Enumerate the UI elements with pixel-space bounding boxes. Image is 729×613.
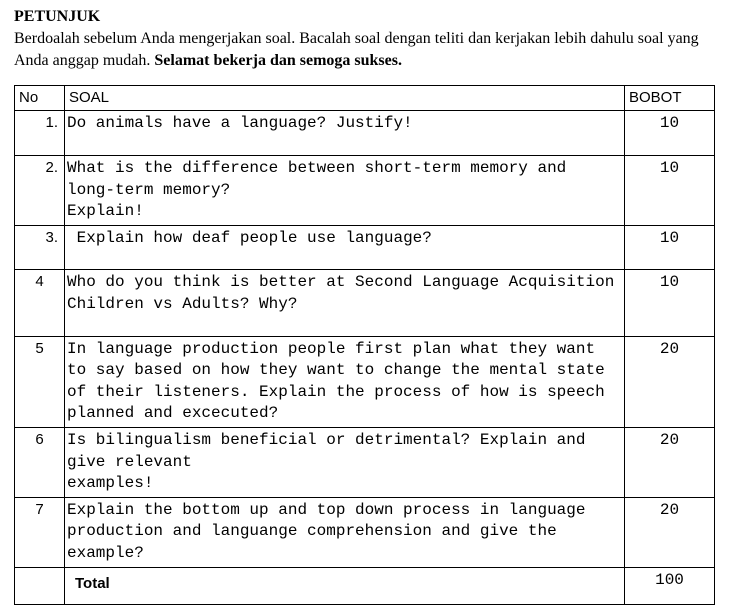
row-no: 2. [15, 156, 65, 226]
col-header-soal: SOAL [65, 86, 625, 111]
row-soal: Explain the bottom up and top down proce… [65, 497, 625, 567]
table-row: 2.What is the difference between short-t… [15, 156, 715, 226]
heading-petunjuk: PETUNJUK [14, 8, 715, 26]
row-no: 3. [15, 225, 65, 270]
row-soal: Explain how deaf people use language? [65, 225, 625, 270]
exam-table: No SOAL BOBOT 1.Do animals have a langua… [14, 85, 715, 605]
total-value: 100 [625, 567, 715, 604]
table-header-row: No SOAL BOBOT [15, 86, 715, 111]
row-bobot: 20 [625, 336, 715, 427]
table-row: 1.Do animals have a language? Justify!10 [15, 111, 715, 156]
row-soal: Is bilingualism beneficial or detrimenta… [65, 427, 625, 497]
row-bobot: 10 [625, 156, 715, 226]
row-bobot: 20 [625, 497, 715, 567]
row-no: 1. [15, 111, 65, 156]
row-no: 7 [15, 497, 65, 567]
total-label: Total [65, 567, 625, 604]
row-no: 5 [15, 336, 65, 427]
instructions-paragraph: Berdoalah sebelum Anda mengerjakan soal.… [14, 28, 715, 71]
row-soal: Who do you think is better at Second Lan… [65, 270, 625, 336]
table-row: 4Who do you think is better at Second La… [15, 270, 715, 336]
table-row: 3. Explain how deaf people use language?… [15, 225, 715, 270]
total-row: Total 100 [15, 567, 715, 604]
col-header-no: No [15, 86, 65, 111]
total-no-cell [15, 567, 65, 604]
table-row: 7Explain the bottom up and top down proc… [15, 497, 715, 567]
row-soal: Do animals have a language? Justify! [65, 111, 625, 156]
row-no: 6 [15, 427, 65, 497]
row-soal: In language production people first plan… [65, 336, 625, 427]
table-row: 6Is bilingualism beneficial or detriment… [15, 427, 715, 497]
table-row: 5In language production people first pla… [15, 336, 715, 427]
row-bobot: 10 [625, 111, 715, 156]
row-no: 4 [15, 270, 65, 336]
row-soal: What is the difference between short-ter… [65, 156, 625, 226]
row-bobot: 10 [625, 270, 715, 336]
col-header-bobot: BOBOT [625, 86, 715, 111]
row-bobot: 10 [625, 225, 715, 270]
row-bobot: 20 [625, 427, 715, 497]
instructions-bold: Selamat bekerja dan semoga sukses. [154, 52, 402, 69]
